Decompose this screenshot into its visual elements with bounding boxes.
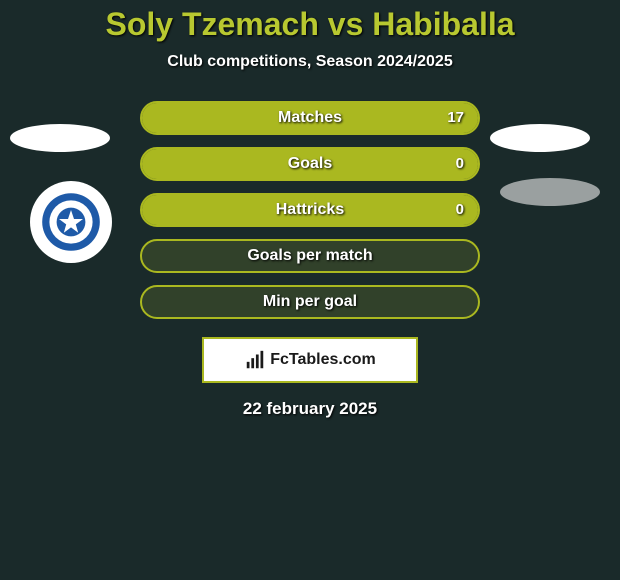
stat-row: Hattricks0 xyxy=(0,193,620,239)
stat-row: Goals per match xyxy=(0,239,620,285)
stat-row: Matches17 xyxy=(0,101,620,147)
stat-row: Min per goal xyxy=(0,285,620,331)
stat-label: Goals xyxy=(142,149,478,179)
subtitle: Club competitions, Season 2024/2025 xyxy=(0,53,620,71)
stat-value: 17 xyxy=(447,103,464,133)
stat-value: 0 xyxy=(456,149,464,179)
stat-rows: Matches17Goals0Hattricks0Goals per match… xyxy=(0,101,620,331)
stat-bar: Min per goal xyxy=(140,285,480,319)
stat-label: Matches xyxy=(142,103,478,133)
date-text: 22 february 2025 xyxy=(0,399,620,419)
stat-bar: Matches17 xyxy=(140,101,480,135)
stat-label: Goals per match xyxy=(142,241,478,271)
stat-bar: Goals0 xyxy=(140,147,480,181)
stat-label: Min per goal xyxy=(142,287,478,317)
stat-bar: Hattricks0 xyxy=(140,193,480,227)
bar-chart-icon xyxy=(244,349,266,371)
stat-bar: Goals per match xyxy=(140,239,480,273)
stat-row: Goals0 xyxy=(0,147,620,193)
page-title: Soly Tzemach vs Habiballa xyxy=(0,0,620,43)
stat-value: 0 xyxy=(456,195,464,225)
footer-label: FcTables.com xyxy=(270,351,376,369)
footer-attribution[interactable]: FcTables.com xyxy=(202,337,418,383)
stat-label: Hattricks xyxy=(142,195,478,225)
